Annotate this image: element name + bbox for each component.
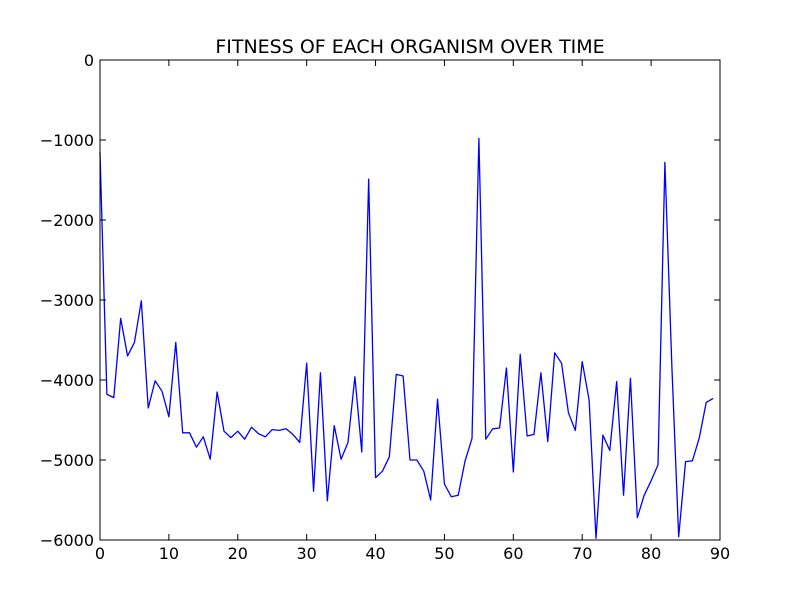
x-tick-label: 10	[159, 544, 179, 563]
x-tick-label: 0	[95, 544, 105, 563]
x-tick-label: 70	[572, 544, 592, 563]
series-line	[99, 137, 714, 540]
y-tick-label: −5000	[40, 451, 94, 470]
x-tick-label: 50	[434, 544, 454, 563]
y-tick-label: −3000	[40, 291, 94, 310]
x-tick-label: 30	[296, 544, 316, 563]
chart-title: FITNESS OF EACH ORGANISM OVER TIME	[215, 36, 604, 58]
y-tick-label: −4000	[40, 371, 94, 390]
y-tick-label: 0	[84, 51, 94, 70]
x-tick-label: 40	[365, 544, 385, 563]
x-tick-label: 60	[503, 544, 523, 563]
plot-area: 0 10 20 30 40 50 60 70 80 90 0 −1000 −2000 −3000 −4000…	[40, 51, 730, 563]
y-tick-label: −2000	[40, 211, 94, 230]
y-tick-label: −1000	[40, 131, 94, 150]
y-tick-label: −6000	[40, 531, 94, 550]
x-tick-label: 90	[710, 544, 730, 563]
x-tick-label: 80	[641, 544, 661, 563]
x-tick-label: 20	[228, 544, 248, 563]
